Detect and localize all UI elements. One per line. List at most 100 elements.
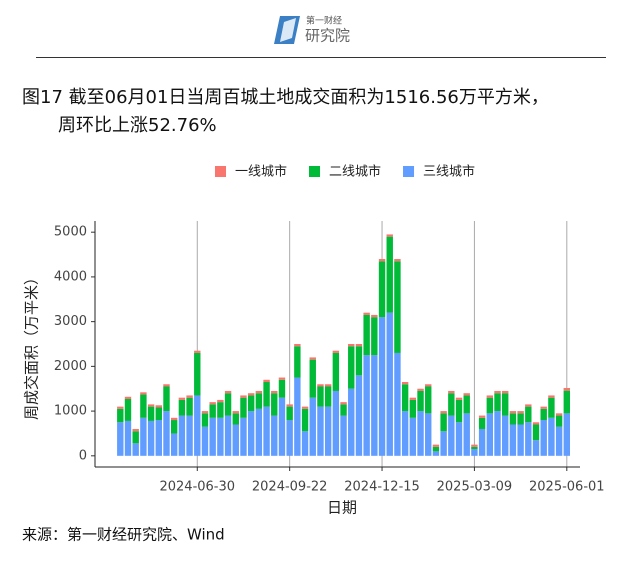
- bar-segment: [186, 397, 193, 416]
- bar-segment: [124, 420, 132, 456]
- bar-segment: [209, 404, 216, 418]
- bar-segment: [217, 402, 224, 418]
- bar-segment: [332, 350, 340, 353]
- bar-segment: [478, 417, 486, 429]
- bar-segment: [532, 440, 540, 456]
- bar-segment: [425, 384, 432, 387]
- bar-segment: [286, 420, 293, 456]
- bar-segment: [255, 393, 263, 409]
- bar-segment: [224, 415, 232, 456]
- bar-segment: [155, 407, 162, 421]
- bar-segment: [178, 415, 186, 456]
- bar-segment: [555, 415, 563, 427]
- bar-segment: [401, 411, 409, 456]
- bar-segment: [486, 413, 494, 456]
- bar-segment: [317, 386, 324, 407]
- bar-segment: [232, 424, 239, 456]
- bar-segment: [194, 350, 201, 353]
- legend-label: 一线城市: [235, 164, 287, 180]
- bar-segment: [532, 424, 540, 441]
- bar-segment: [417, 411, 424, 456]
- logo-icon-inner: [280, 18, 296, 42]
- logo: 第一财经 研究院: [274, 15, 350, 45]
- bar-segment: [301, 431, 309, 456]
- bar-segment: [463, 395, 470, 414]
- bar-segment: [378, 259, 386, 262]
- bar-segment: [186, 395, 193, 398]
- bar-segment: [140, 392, 147, 395]
- bar-segment: [517, 413, 524, 425]
- bar-segment: [301, 406, 309, 409]
- bar-segment: [509, 413, 517, 425]
- bar-segment: [332, 352, 340, 391]
- bar-segment: [540, 420, 547, 456]
- bar-segment: [309, 397, 316, 456]
- title-line: 图17 截至06月01日当周百城土地成交面积为1516.56万平方米，: [22, 87, 549, 108]
- bar-segment: [232, 411, 239, 414]
- bar-segment: [163, 411, 170, 456]
- y-axis-title: 周成交面积（万平米）: [23, 270, 41, 420]
- bar-segment: [294, 377, 301, 456]
- bar-segment: [117, 406, 124, 409]
- bar-segment: [378, 317, 386, 456]
- legend-label: 三线城市: [423, 164, 475, 180]
- bar-segment: [563, 390, 571, 414]
- bar-segment: [394, 259, 401, 262]
- bar-segment: [332, 390, 340, 456]
- bar-segment: [563, 413, 571, 456]
- bar-segment: [201, 411, 209, 414]
- bar-segment: [471, 449, 478, 456]
- bar-segment: [525, 406, 532, 423]
- bar-segment: [471, 446, 478, 450]
- bar-segment: [448, 393, 455, 416]
- bar-segment: [155, 405, 162, 408]
- bar-segment: [247, 395, 255, 412]
- bar-segment: [301, 408, 309, 432]
- bar-segment: [178, 397, 186, 400]
- x-tick-label: 2024-06-30: [159, 480, 235, 495]
- bar-segment: [455, 422, 463, 456]
- bar-segment: [401, 382, 409, 385]
- bar-segment: [548, 397, 555, 418]
- bar-segment: [502, 390, 509, 394]
- bar-segment: [194, 395, 201, 456]
- bar-segment: [140, 417, 147, 456]
- x-tick-label: 2024-12-15: [344, 480, 420, 495]
- legend-swatch: [403, 166, 415, 177]
- bar-segment: [194, 352, 201, 396]
- bar-segment: [440, 413, 447, 432]
- bar-segment: [309, 359, 316, 398]
- bar-segment: [440, 411, 447, 414]
- bar-segment: [432, 446, 440, 452]
- x-tick-label: 2025-06-01: [529, 480, 605, 495]
- bar-segment: [348, 388, 355, 456]
- bar-segment: [517, 424, 524, 456]
- bar-segment: [178, 399, 186, 416]
- bar-segment: [201, 426, 209, 456]
- bar-segment: [386, 236, 393, 313]
- bar-segment: [163, 386, 170, 412]
- bar-segment: [409, 399, 417, 418]
- bar-segment: [209, 417, 216, 456]
- bar-segment: [132, 428, 139, 432]
- bar-segment: [378, 261, 386, 318]
- bar-segment: [278, 397, 286, 456]
- bar-segment: [255, 408, 263, 456]
- bar-segment: [324, 384, 332, 387]
- bar-segment: [502, 393, 509, 416]
- bar-segment: [386, 312, 393, 456]
- y-tick-label: 5000: [54, 225, 87, 240]
- bar-segment: [209, 402, 216, 405]
- bar-segment: [363, 355, 370, 456]
- bar-segment: [448, 415, 455, 456]
- bar-segment: [563, 387, 571, 391]
- bar-segment: [255, 390, 263, 394]
- bar-segment: [294, 346, 301, 378]
- bar-segment: [417, 388, 424, 391]
- bar-segment: [170, 417, 178, 421]
- bar-segment: [186, 415, 193, 456]
- bar-segment: [455, 399, 463, 423]
- bar-segment: [540, 408, 547, 421]
- bar-segment: [263, 406, 270, 456]
- y-tick-label: 4000: [54, 269, 87, 284]
